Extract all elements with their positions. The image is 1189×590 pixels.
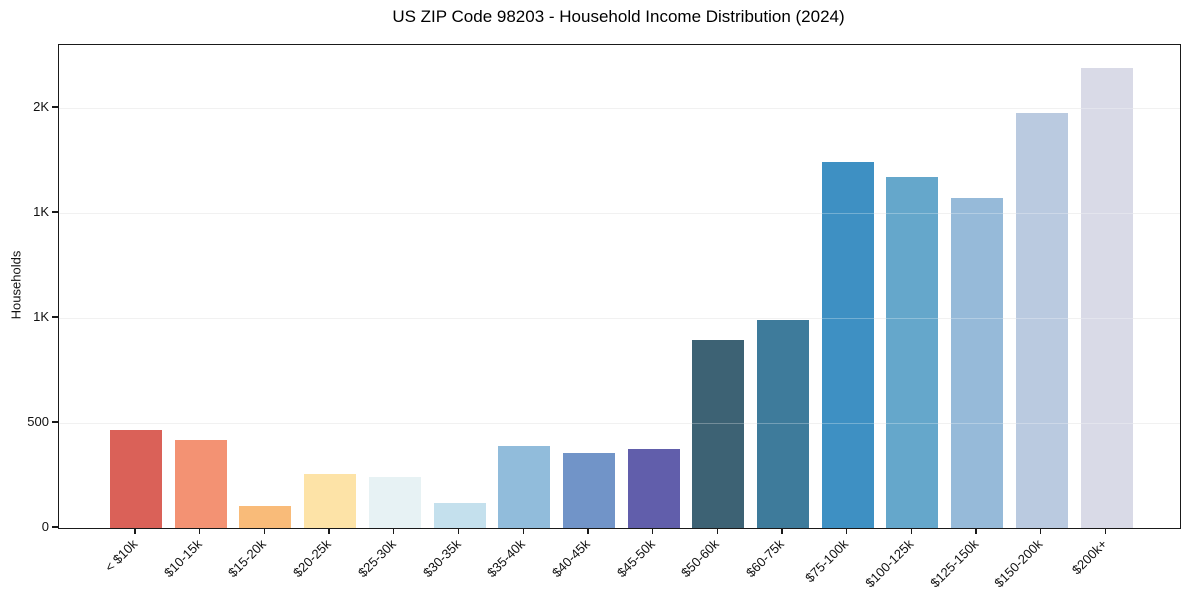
gridline-overlay — [59, 318, 1180, 319]
y-tick-label: 2K — [33, 99, 49, 114]
y-tick-label: 500 — [27, 414, 49, 429]
x-tick-mark — [910, 528, 913, 534]
bar-10k — [110, 430, 162, 528]
x-tick-mark — [457, 528, 460, 534]
gridline — [59, 318, 1180, 319]
x-tick-label: < $10k — [101, 536, 140, 575]
x-tick-mark — [393, 528, 395, 534]
x-tick-label: $200k+ — [1069, 536, 1111, 578]
x-tick-mark — [975, 528, 977, 534]
x-tick-label: $50-60k — [678, 536, 723, 581]
x-tick-label: $10-15k — [160, 536, 205, 581]
x-tick-label: $40-45k — [548, 536, 593, 581]
x-tick-mark — [587, 528, 589, 534]
bar-10-15k — [174, 439, 227, 528]
y-tick-mark — [52, 316, 58, 318]
x-tick-label: $60-75k — [743, 536, 787, 581]
y-tick-mark — [52, 421, 58, 423]
x-tick-mark — [651, 528, 654, 534]
bar-20-25k — [304, 474, 357, 528]
x-tick-label: $25-30k — [354, 536, 399, 581]
x-tick-mark — [134, 528, 136, 534]
y-tick-label: 1K — [33, 309, 49, 324]
gridline — [59, 213, 1180, 214]
y-tick-mark — [52, 211, 58, 213]
x-tick-label: $35-40k — [484, 536, 529, 581]
gridline — [59, 108, 1180, 109]
gridline — [59, 423, 1180, 424]
x-tick-label: $150-200k — [991, 536, 1046, 590]
x-tick-label: $100-125k — [862, 536, 917, 590]
x-tick-mark — [781, 528, 783, 534]
bar-150-200k — [1015, 113, 1068, 528]
bar-35-40k — [498, 446, 551, 528]
bar-15-20k — [239, 505, 292, 528]
x-tick-mark — [716, 528, 718, 534]
bar-125-150k — [951, 198, 1004, 528]
bar-75-100k — [821, 161, 874, 528]
x-tick-label: $20-25k — [290, 536, 335, 581]
bar-60-75k — [757, 320, 809, 528]
plot-area — [58, 44, 1181, 529]
bar-200k — [1080, 68, 1133, 528]
bar-30-35k — [433, 503, 486, 528]
x-tick-mark — [328, 528, 330, 534]
x-tick-mark — [846, 528, 848, 534]
gridline-overlay — [59, 108, 1180, 109]
bar-45-50k — [627, 448, 680, 528]
x-tick-mark — [199, 528, 201, 534]
gridline-overlay — [59, 213, 1180, 214]
bar-40-45k — [562, 453, 615, 528]
y-tick-mark — [52, 106, 58, 108]
bar-25-30k — [368, 476, 421, 528]
x-tick-label: $45-50k — [613, 536, 658, 581]
bar-100-125k — [886, 177, 939, 528]
gridline-overlay — [59, 423, 1180, 424]
x-tick-mark — [263, 528, 266, 534]
y-tick-mark — [52, 526, 58, 528]
x-tick-mark — [1104, 528, 1107, 534]
x-tick-mark — [1040, 528, 1042, 534]
x-tick-label: $125-150k — [926, 536, 982, 590]
x-tick-label: $30-35k — [419, 536, 464, 581]
x-tick-label: $15-20k — [225, 536, 270, 581]
x-tick-mark — [522, 528, 524, 534]
y-tick-label: 0 — [41, 519, 49, 534]
chart-title: US ZIP Code 98203 - Household Income Dis… — [392, 7, 845, 26]
y-tick-label: 1K — [33, 204, 49, 219]
x-tick-label: $75-100k — [802, 536, 852, 586]
bar-50-60k — [692, 340, 745, 528]
